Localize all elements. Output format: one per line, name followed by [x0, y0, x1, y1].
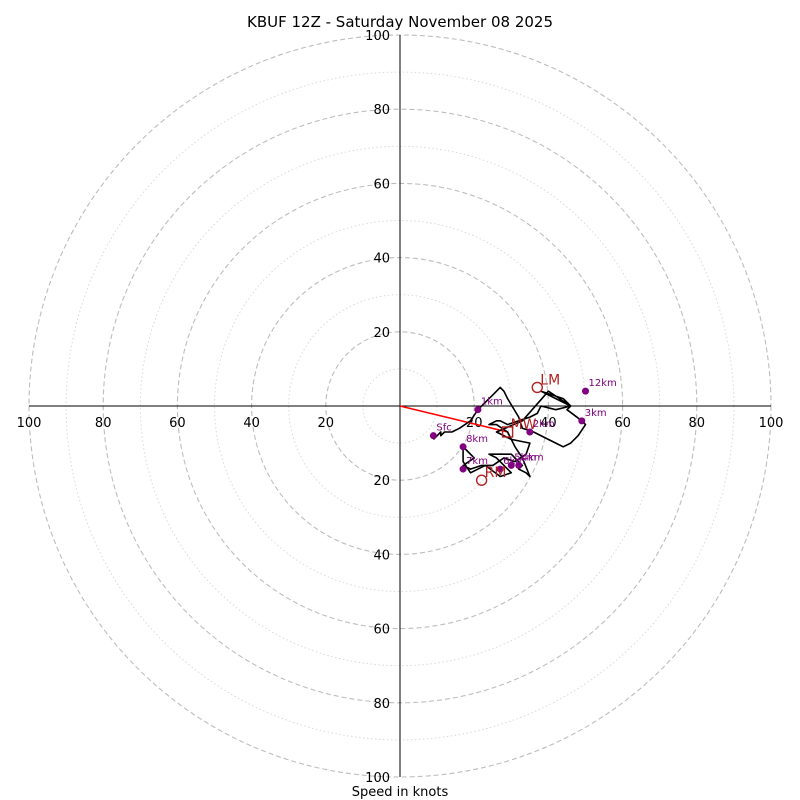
x-tick-label: 40 [243, 416, 260, 431]
storm-motion-marker [501, 426, 514, 438]
height-marker [429, 432, 437, 440]
height-marker-label: 7km [466, 456, 488, 467]
height-marker-label: Sfc [436, 423, 451, 434]
storm-motion-markers: LM MW RM [475, 372, 560, 486]
x-axis-label: Speed in knots [352, 785, 449, 800]
x-tick-label: 80 [689, 416, 706, 431]
x-tick-label: 20 [318, 416, 335, 431]
x-tick-label: 100 [759, 416, 784, 431]
height-marker-label: 8km [466, 434, 488, 445]
y-tick-label: 20 [373, 474, 390, 489]
y-tick-label: 100 [365, 29, 390, 44]
hodograph-trace-layer [432, 386, 587, 478]
height-marker-label: 1km [481, 397, 503, 408]
x-tick-label: 60 [169, 416, 186, 431]
storm-motion-label: RM [485, 465, 507, 481]
height-marker [474, 406, 482, 414]
height-marker-label: 12km [589, 378, 617, 389]
height-marker [496, 465, 504, 473]
storm-motion-label: LM [540, 372, 560, 388]
x-tick-label: 40 [540, 416, 557, 431]
storm-motion-marker [475, 474, 488, 486]
height-marker [515, 461, 523, 469]
storm-motion-marker [531, 381, 543, 394]
height-marker [578, 417, 586, 425]
y-tick-label: 100 [365, 771, 390, 786]
height-marker-label: 4km [522, 452, 544, 463]
y-tick-label: 80 [373, 103, 390, 118]
height-marker [582, 387, 589, 395]
height-marker-label: 3km [585, 408, 607, 419]
height-marker [507, 461, 515, 469]
y-tick-label: 60 [373, 177, 390, 192]
y-tick-label: 40 [373, 548, 390, 563]
height-marker [459, 443, 467, 451]
height-marker-label: 6km [503, 456, 525, 467]
y-tick-label: 40 [373, 252, 390, 267]
storm-motion-label: MW [511, 417, 537, 433]
bulk-shear-vector [399, 405, 508, 433]
chart-title: KBUF 12Z - Saturday November 08 2025 [247, 13, 553, 31]
height-marker-label: 5km [514, 452, 536, 463]
hodograph-trace [432, 386, 587, 478]
x-tick-label: 100 [17, 416, 42, 431]
x-tick-label: 80 [95, 416, 112, 431]
y-tick-label: 80 [373, 697, 390, 712]
height-marker-label: 2km [533, 419, 555, 430]
shear-vector-layer [399, 405, 508, 433]
y-tick-label: 60 [373, 623, 390, 638]
height-marker [526, 428, 534, 436]
y-tick-label: 20 [373, 326, 390, 341]
height-marker [459, 465, 467, 473]
x-tick-label: 60 [614, 416, 631, 431]
